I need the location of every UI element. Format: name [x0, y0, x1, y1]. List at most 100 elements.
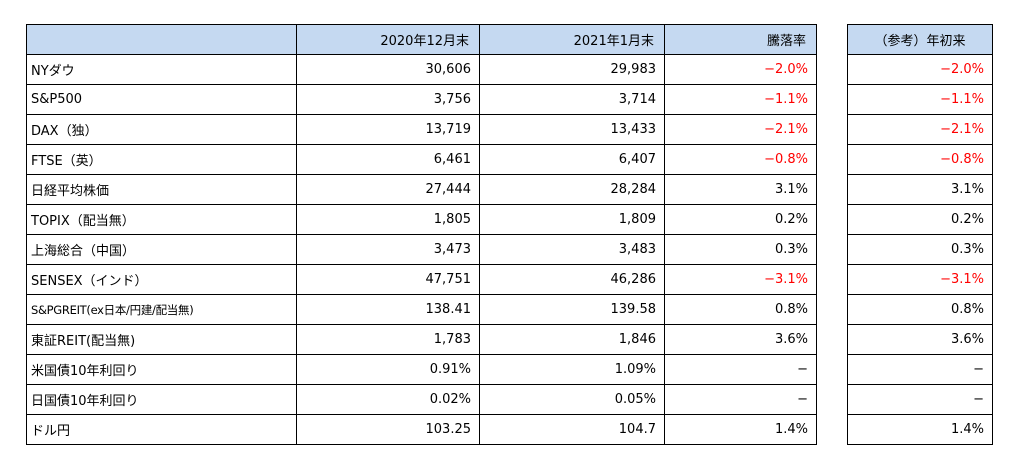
ref-row: −1.1%: [847, 84, 993, 115]
market-performance-table: 2020年12月末 2021年1月末 騰落率 NYダウ 30,606 29,983−…: [26, 24, 817, 445]
table-row: S&PGREIT(ex日本/円建/配当無) 138.41 139.58 0.8%: [26, 294, 817, 325]
ytd-rate: 0.3%: [847, 234, 993, 265]
change-rate: −1.1%: [664, 84, 817, 115]
table-row: 上海総合（中国） 3,473 3,483 0.3%: [26, 234, 817, 265]
ytd-rate: −1.1%: [847, 84, 993, 115]
table-row: ドル円 103.25 104.7 1.4%: [26, 414, 817, 445]
change-rate: −2.1%: [664, 114, 817, 145]
ref-row: 0.2%: [847, 204, 993, 235]
ref-row: 0.3%: [847, 234, 993, 265]
value-dec2020: 27,444: [296, 174, 480, 205]
value-jan2021: 3,714: [479, 84, 665, 115]
ref-row: −3.1%: [847, 264, 993, 295]
table-row: SENSEX（インド） 47,751 46,286 −3.1%: [26, 264, 817, 295]
index-name: NYダウ: [26, 54, 297, 85]
value-jan2021: 104.7: [479, 414, 665, 445]
value-jan2021: 13,433: [479, 114, 665, 145]
ref-row: −: [847, 354, 993, 385]
ytd-rate: −0.8%: [847, 144, 993, 175]
header-row: 2020年12月末 2021年1月末 騰落率: [26, 24, 817, 55]
ref-row: −: [847, 384, 993, 415]
ytd-reference-table: （参考）年初来 −2.0% −1.1% −2.1% −0.8% 3.1% 0.2% 0.3%…: [847, 24, 993, 445]
value-jan2021: 1,809: [479, 204, 665, 235]
change-rate: 0.8%: [664, 294, 817, 325]
change-rate: −3.1%: [664, 264, 817, 295]
header-ytd: （参考）年初来: [847, 24, 993, 55]
change-rate: −: [664, 384, 817, 415]
table-row: 日経平均株価 27,444 28,284 3.1%: [26, 174, 817, 205]
ref-header-row: （参考）年初来: [847, 24, 993, 55]
table-row: 日国債10年利回り 0.02% 0.05% −: [26, 384, 817, 415]
index-name: S&PGREIT(ex日本/円建/配当無): [26, 294, 297, 325]
ytd-rate: 3.6%: [847, 324, 993, 355]
value-dec2020: 30,606: [296, 54, 480, 85]
index-name: DAX（独）: [26, 114, 297, 145]
value-dec2020: 1,783: [296, 324, 480, 355]
value-jan2021: 3,483: [479, 234, 665, 265]
change-rate: 0.2%: [664, 204, 817, 235]
index-name: 日経平均株価: [26, 174, 297, 205]
main-table-body: NYダウ 30,606 29,983 −2.0% S&P500 3,756 3,714 −1.…: [26, 54, 817, 445]
ref-row: −0.8%: [847, 144, 993, 175]
header-jan2021: 2021年1月末: [479, 24, 665, 55]
ytd-rate: 0.2%: [847, 204, 993, 235]
value-dec2020: 3,473: [296, 234, 480, 265]
value-dec2020: 103.25: [296, 414, 480, 445]
change-rate: −0.8%: [664, 144, 817, 175]
ytd-rate: −2.0%: [847, 54, 993, 85]
ref-row: 1.4%: [847, 414, 993, 445]
change-rate: 3.6%: [664, 324, 817, 355]
ref-row: 3.6%: [847, 324, 993, 355]
ytd-rate: 3.1%: [847, 174, 993, 205]
change-rate: 0.3%: [664, 234, 817, 265]
index-name: 日国債10年利回り: [26, 384, 297, 415]
value-jan2021: 0.05%: [479, 384, 665, 415]
header-dec2020: 2020年12月末: [296, 24, 480, 55]
ytd-rate: −: [847, 354, 993, 385]
ytd-rate: 1.4%: [847, 414, 993, 445]
value-dec2020: 3,756: [296, 84, 480, 115]
index-name: 米国債10年利回り: [26, 354, 297, 385]
change-rate: −2.0%: [664, 54, 817, 85]
value-dec2020: 47,751: [296, 264, 480, 295]
value-jan2021: 1,846: [479, 324, 665, 355]
table-row: 米国債10年利回り 0.91% 1.09% −: [26, 354, 817, 385]
value-dec2020: 138.41: [296, 294, 480, 325]
value-jan2021: 6,407: [479, 144, 665, 175]
ytd-rate: −2.1%: [847, 114, 993, 145]
value-jan2021: 28,284: [479, 174, 665, 205]
table-row: FTSE（英） 6,461 6,407 −0.8%: [26, 144, 817, 175]
table-row: S&P500 3,756 3,714 −1.1%: [26, 84, 817, 115]
change-rate: −: [664, 354, 817, 385]
index-name: TOPIX（配当無）: [26, 204, 297, 235]
index-name: S&P500: [26, 84, 297, 115]
value-dec2020: 13,719: [296, 114, 480, 145]
change-rate: 3.1%: [664, 174, 817, 205]
ref-row: 3.1%: [847, 174, 993, 205]
value-jan2021: 139.58: [479, 294, 665, 325]
table-row: 東証REIT(配当無) 1,783 1,846 3.6%: [26, 324, 817, 355]
index-name: FTSE（英）: [26, 144, 297, 175]
table-row: TOPIX（配当無） 1,805 1,809 0.2%: [26, 204, 817, 235]
value-dec2020: 1,805: [296, 204, 480, 235]
value-dec2020: 6,461: [296, 144, 480, 175]
index-name: 東証REIT(配当無): [26, 324, 297, 355]
ytd-rate: −: [847, 384, 993, 415]
ytd-rate: 0.8%: [847, 294, 993, 325]
ytd-rate: −3.1%: [847, 264, 993, 295]
value-jan2021: 29,983: [479, 54, 665, 85]
ref-table-body: −2.0% −1.1% −2.1% −0.8% 3.1% 0.2% 0.3% −3.1% 0.8…: [847, 54, 993, 445]
value-dec2020: 0.02%: [296, 384, 480, 415]
index-name: 上海総合（中国）: [26, 234, 297, 265]
table-row: NYダウ 30,606 29,983 −2.0%: [26, 54, 817, 85]
header-change: 騰落率: [664, 24, 817, 55]
ref-row: −2.1%: [847, 114, 993, 145]
table-row: DAX（独） 13,719 13,433 −2.1%: [26, 114, 817, 145]
value-dec2020: 0.91%: [296, 354, 480, 385]
index-name: ドル円: [26, 414, 297, 445]
header-name: [26, 24, 297, 55]
value-jan2021: 1.09%: [479, 354, 665, 385]
change-rate: 1.4%: [664, 414, 817, 445]
value-jan2021: 46,286: [479, 264, 665, 295]
index-name: SENSEX（インド）: [26, 264, 297, 295]
